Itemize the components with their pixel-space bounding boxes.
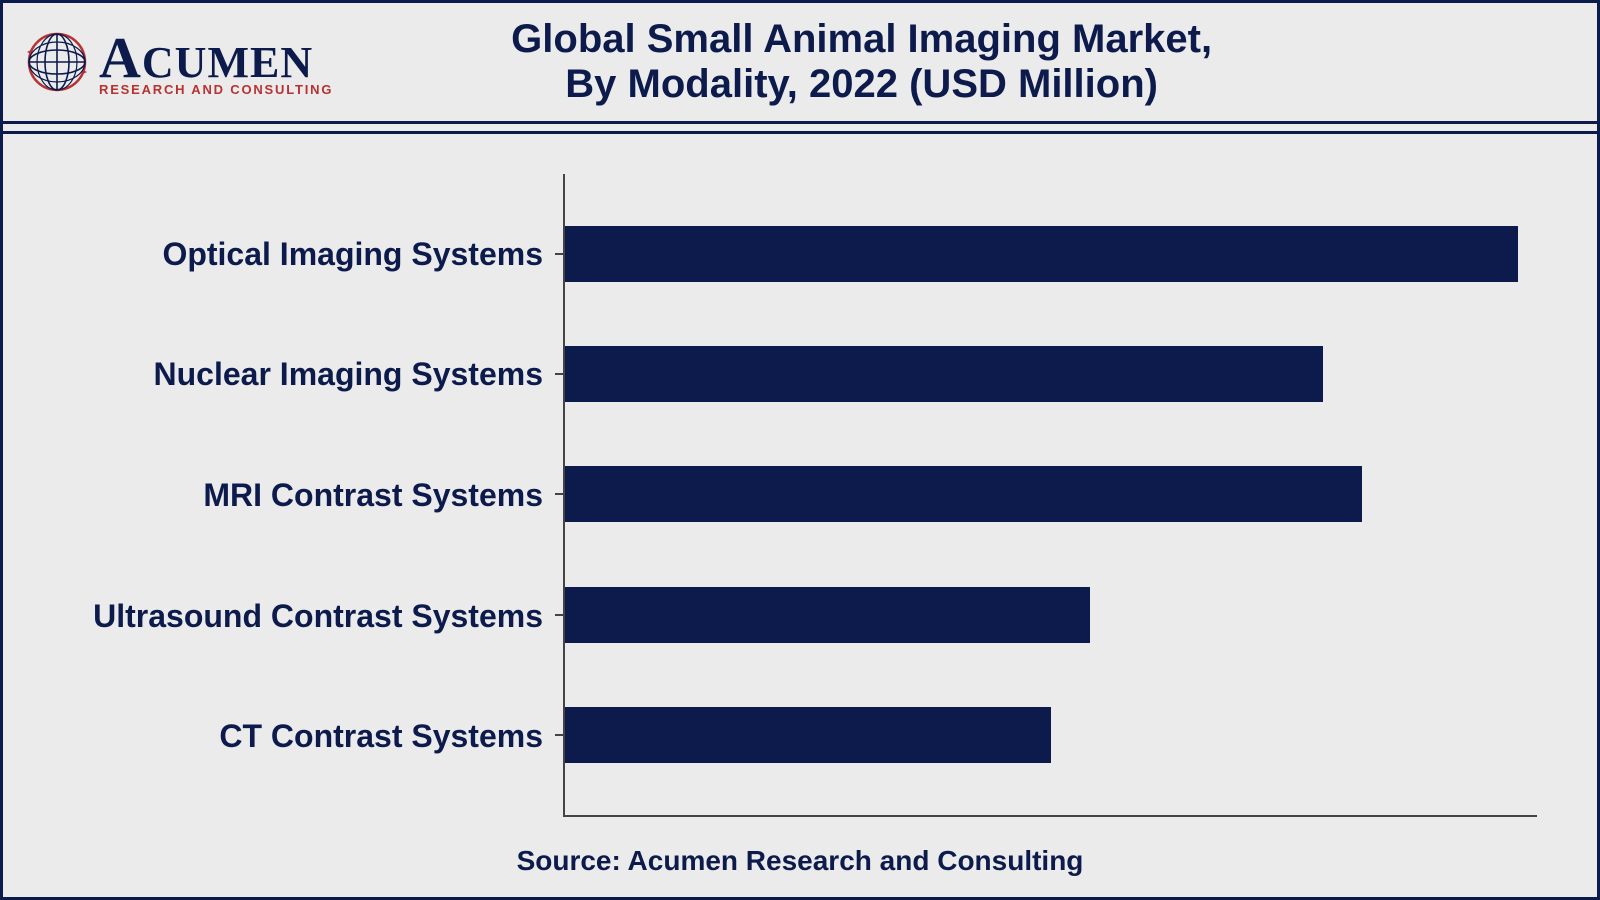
bar-row xyxy=(565,346,1537,402)
chart-panel: Optical Imaging Systems Nuclear Imaging S… xyxy=(3,134,1597,897)
bar-row xyxy=(565,226,1537,282)
axis-tick xyxy=(555,614,565,616)
bar-row xyxy=(565,587,1537,643)
bar xyxy=(565,466,1362,522)
category-label: Optical Imaging Systems xyxy=(63,236,563,273)
bar xyxy=(565,707,1051,763)
category-label: Nuclear Imaging Systems xyxy=(63,356,563,393)
plot-area: Optical Imaging Systems Nuclear Imaging S… xyxy=(63,174,1537,817)
header-bar: ACUMEN RESEARCH AND CONSULTING Global Sm… xyxy=(3,3,1597,124)
logo-text: ACUMEN RESEARCH AND CONSULTING xyxy=(99,29,333,96)
bar xyxy=(565,226,1518,282)
outer-frame: ACUMEN RESEARCH AND CONSULTING Global Sm… xyxy=(0,0,1600,900)
y-axis-labels: Optical Imaging Systems Nuclear Imaging S… xyxy=(63,174,563,817)
category-label: MRI Contrast Systems xyxy=(63,477,563,514)
title-line-2: By Modality, 2022 (USD Million) xyxy=(368,62,1355,107)
category-label: Ultrasound Contrast Systems xyxy=(63,598,563,635)
axis-tick xyxy=(555,493,565,495)
bar xyxy=(565,346,1323,402)
title-line-1: Global Small Animal Imaging Market, xyxy=(368,17,1355,62)
category-label: CT Contrast Systems xyxy=(63,718,563,755)
logo: ACUMEN RESEARCH AND CONSULTING xyxy=(25,29,333,96)
globe-icon xyxy=(25,30,89,94)
axis-tick xyxy=(555,734,565,736)
bar xyxy=(565,587,1090,643)
source-attribution: Source: Acumen Research and Consulting xyxy=(63,845,1537,877)
bar-row xyxy=(565,707,1537,763)
bar-row xyxy=(565,466,1537,522)
divider-strip xyxy=(3,124,1597,134)
logo-subtitle: RESEARCH AND CONSULTING xyxy=(99,83,333,96)
axis-tick xyxy=(555,253,565,255)
chart-title: Global Small Animal Imaging Market, By M… xyxy=(368,17,1575,107)
logo-name: ACUMEN xyxy=(99,29,333,87)
axis-tick xyxy=(555,373,565,375)
bars-area xyxy=(563,174,1537,817)
